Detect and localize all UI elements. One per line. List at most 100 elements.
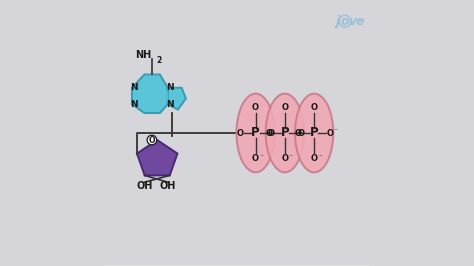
Bar	[104, 265, 370, 266]
Bar	[104, 265, 370, 266]
Bar	[104, 264, 370, 265]
Bar	[104, 264, 370, 266]
Bar	[104, 264, 370, 265]
Bar	[104, 264, 370, 265]
Bar	[104, 264, 370, 266]
Bar	[104, 264, 370, 266]
Bar	[104, 264, 370, 265]
Bar	[104, 264, 370, 265]
Bar	[104, 264, 370, 265]
Bar	[104, 264, 370, 265]
Text: OH: OH	[160, 181, 176, 191]
Bar	[104, 264, 370, 265]
Bar	[104, 264, 370, 265]
Text: N: N	[166, 83, 173, 92]
Bar	[104, 264, 370, 265]
Ellipse shape	[237, 94, 275, 172]
Bar	[104, 264, 370, 266]
Bar	[104, 264, 370, 265]
Bar	[104, 264, 370, 265]
Bar	[104, 263, 370, 265]
Text: O: O	[297, 128, 304, 138]
Bar	[104, 264, 370, 265]
Bar	[104, 264, 370, 266]
Bar	[104, 265, 370, 266]
Text: OH: OH	[136, 181, 153, 191]
Bar	[104, 264, 370, 265]
Bar	[104, 265, 370, 266]
Bar	[104, 264, 370, 265]
Bar	[104, 264, 370, 265]
Circle shape	[147, 135, 157, 145]
Bar	[104, 264, 370, 266]
Text: P: P	[251, 127, 260, 139]
Bar	[104, 264, 370, 266]
Bar	[104, 264, 370, 266]
Bar	[104, 263, 370, 265]
Bar	[104, 265, 370, 266]
Bar	[104, 264, 370, 265]
Text: O: O	[236, 128, 243, 138]
Bar	[104, 264, 370, 265]
Bar	[104, 265, 370, 266]
Bar	[104, 264, 370, 265]
Bar	[104, 264, 370, 266]
Bar	[104, 264, 370, 265]
Bar	[104, 264, 370, 265]
Text: O: O	[265, 128, 273, 138]
Bar	[104, 264, 370, 265]
Bar	[104, 264, 370, 265]
Bar	[104, 265, 370, 266]
Bar	[104, 264, 370, 265]
Bar	[104, 264, 370, 265]
Bar	[104, 264, 370, 265]
Bar	[104, 263, 370, 265]
Text: O: O	[310, 154, 318, 163]
Bar	[104, 265, 370, 266]
Bar	[104, 265, 370, 266]
Bar	[104, 264, 370, 265]
Bar	[104, 264, 370, 266]
Bar	[104, 263, 370, 265]
Bar	[104, 264, 370, 265]
Bar	[104, 264, 370, 266]
Bar	[104, 264, 370, 265]
Bar	[104, 264, 370, 266]
Polygon shape	[132, 74, 168, 113]
Bar	[104, 264, 370, 266]
Bar	[104, 264, 370, 265]
Bar	[104, 265, 370, 266]
Bar	[104, 264, 370, 266]
Text: ⁻: ⁻	[289, 152, 293, 161]
Bar	[104, 265, 370, 266]
Bar	[104, 264, 370, 265]
Bar	[104, 263, 370, 265]
Bar	[104, 263, 370, 265]
Text: NH: NH	[135, 49, 151, 60]
Bar	[104, 264, 370, 265]
Bar	[104, 264, 370, 266]
Bar	[104, 264, 370, 265]
Bar	[104, 264, 370, 265]
Text: ⁻: ⁻	[318, 152, 322, 161]
Text: ⁻: ⁻	[333, 126, 337, 135]
Bar	[104, 264, 370, 265]
Bar	[104, 264, 370, 265]
Bar	[104, 264, 370, 266]
Bar	[104, 264, 370, 265]
Bar	[104, 264, 370, 265]
Bar	[104, 264, 370, 265]
Bar	[104, 264, 370, 265]
Bar	[104, 264, 370, 265]
Bar	[104, 264, 370, 265]
Ellipse shape	[295, 94, 333, 172]
Bar	[104, 264, 370, 266]
Bar	[104, 264, 370, 265]
Text: O: O	[282, 154, 288, 163]
Bar	[104, 263, 370, 265]
Bar	[104, 264, 370, 265]
Bar	[104, 264, 370, 265]
Bar	[104, 264, 370, 265]
Bar	[104, 263, 370, 265]
Bar	[104, 264, 370, 265]
